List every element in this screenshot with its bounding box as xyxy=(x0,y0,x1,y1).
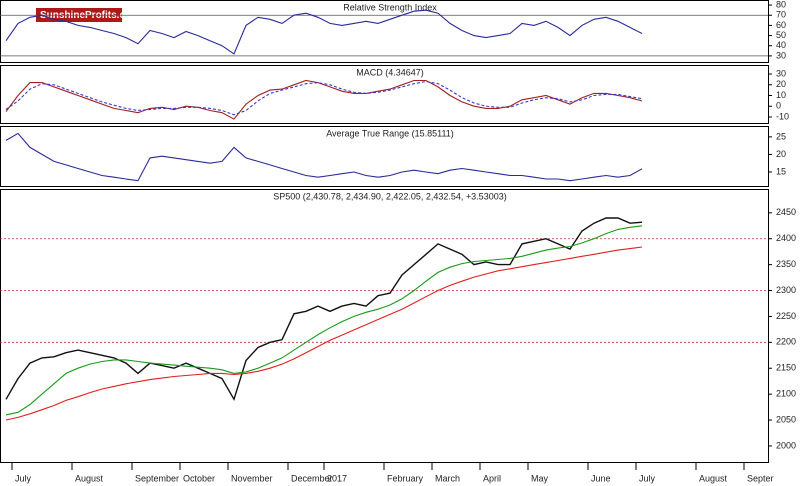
x-tick-label: December xyxy=(291,473,333,483)
y-tick-label: 10 xyxy=(776,90,786,100)
y-tick-label: 15 xyxy=(776,166,786,176)
x-tick-label: November xyxy=(231,473,273,483)
x-tick-label: May xyxy=(531,473,549,483)
y-tick-label: 20 xyxy=(776,79,786,89)
series-line xyxy=(5,80,643,116)
series-line xyxy=(5,9,643,55)
x-tick-label: March xyxy=(435,473,460,483)
series-line xyxy=(5,246,643,421)
panel-title: SP500 (2,430.78, 2,434.90, 2,422.05, 2,4… xyxy=(273,191,506,201)
series-line xyxy=(5,79,643,120)
y-tick-label: 2400 xyxy=(776,233,796,243)
y-tick-label: 30 xyxy=(776,68,786,78)
x-tick-label: 2017 xyxy=(327,473,347,483)
x-tick-label: September xyxy=(135,473,179,483)
x-tick-label: February xyxy=(387,473,424,483)
y-tick-label: 2300 xyxy=(776,285,796,295)
series-line xyxy=(5,132,643,182)
y-tick-label: 50 xyxy=(776,30,786,40)
y-tick-label: 60 xyxy=(776,20,786,30)
y-tick-label: 2100 xyxy=(776,389,796,399)
y-tick-label: 2250 xyxy=(776,311,796,321)
y-tick-label: 80 xyxy=(776,0,786,9)
series-line xyxy=(5,217,643,402)
y-tick-label: 2150 xyxy=(776,363,796,373)
y-tick-label: 20 xyxy=(776,149,786,159)
x-tick-label: July xyxy=(639,473,656,483)
y-tick-label: 2350 xyxy=(776,259,796,269)
x-tick-label: April xyxy=(483,473,501,483)
panel-frame xyxy=(0,126,769,187)
y-tick-label: 2050 xyxy=(776,414,796,424)
x-tick-label: June xyxy=(591,473,611,483)
x-tick-label: August xyxy=(699,473,728,483)
y-tick-label: 0 xyxy=(776,101,781,111)
x-tick-label: Septer xyxy=(747,473,774,483)
panel-frame xyxy=(0,65,769,124)
y-tick-label: 30 xyxy=(776,50,786,60)
x-tick-label: August xyxy=(75,473,104,483)
y-tick-label: 2450 xyxy=(776,207,796,217)
y-tick-label: 70 xyxy=(776,10,786,20)
y-tick-label: 2200 xyxy=(776,337,796,347)
y-tick-label: 25 xyxy=(776,131,786,141)
x-tick-label: October xyxy=(183,473,215,483)
panel-title: Relative Strength Index xyxy=(343,2,437,12)
x-tick-label: July xyxy=(15,473,32,483)
panel-frame xyxy=(0,0,769,63)
y-tick-label: 40 xyxy=(776,40,786,50)
y-tick-label: -10 xyxy=(776,111,789,121)
panel-title: Average True Range (15.85111) xyxy=(326,128,454,138)
series-line xyxy=(5,225,643,416)
panel-title: MACD (4.34647) xyxy=(356,67,424,77)
y-tick-label: 2000 xyxy=(776,440,796,450)
